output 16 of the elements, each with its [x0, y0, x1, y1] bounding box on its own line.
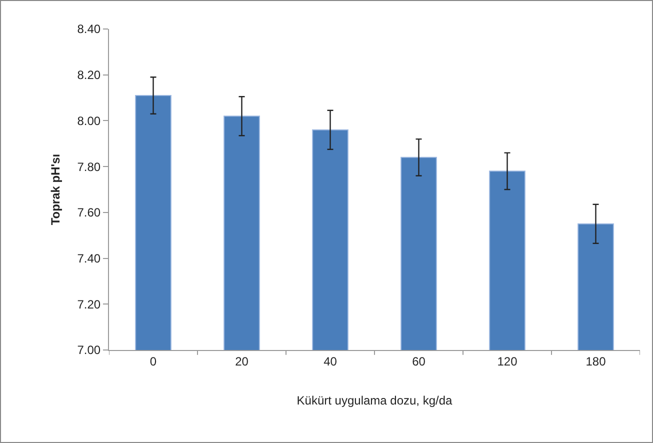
y-tick-label: 7.40 [77, 251, 101, 266]
x-tick-label: 40 [324, 354, 338, 368]
x-tick-label: 20 [235, 354, 249, 368]
x-axis-title: Kükürt uygulama dozu, kg/da [296, 393, 453, 408]
y-tick-label: 8.00 [77, 114, 101, 128]
x-tick-label: 120 [497, 354, 518, 368]
y-tick-label: 7.60 [77, 206, 101, 220]
x-tick-label: 180 [586, 354, 606, 368]
x-tick-label: 60 [412, 354, 426, 368]
y-tick-label: 7.00 [77, 343, 101, 358]
y-axis-title: Toprak pH'sı [48, 154, 63, 226]
y-tick-label: 8.20 [77, 68, 101, 82]
y-tick-label: 7.20 [77, 297, 101, 312]
y-tick-label: 7.80 [77, 160, 101, 174]
y-tick-label: 8.40 [77, 22, 101, 36]
x-tick-label: 0 [150, 354, 157, 368]
